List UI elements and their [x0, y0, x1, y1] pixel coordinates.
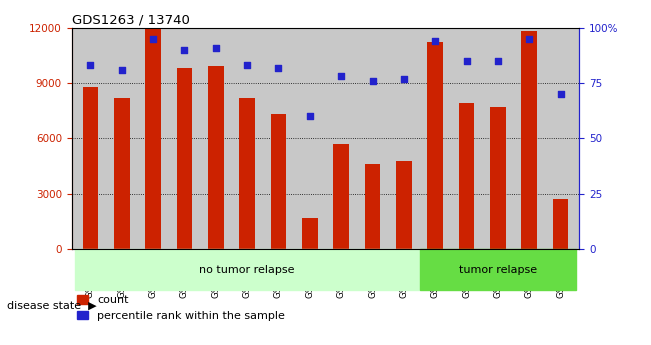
Bar: [365, 164, 380, 249]
Bar: [302, 218, 318, 249]
Point: [305, 114, 315, 119]
Text: GDS1263 / 13740: GDS1263 / 13740: [72, 13, 189, 27]
Bar: [459, 104, 475, 249]
Bar: [419, 249, 576, 290]
Bar: [490, 107, 506, 249]
Point: [117, 67, 127, 72]
Bar: [427, 42, 443, 249]
Point: [210, 45, 221, 50]
Point: [336, 73, 346, 79]
Bar: [83, 87, 98, 249]
Point: [462, 58, 472, 63]
Bar: [240, 98, 255, 249]
Text: tumor relapse: tumor relapse: [459, 265, 537, 275]
Point: [555, 91, 566, 97]
Bar: [396, 161, 411, 249]
Bar: [333, 144, 349, 249]
Point: [430, 38, 441, 44]
Bar: [176, 68, 192, 249]
Bar: [521, 31, 537, 249]
Point: [179, 47, 189, 52]
Legend: count, percentile rank within the sample: count, percentile rank within the sample: [77, 295, 285, 321]
Point: [242, 62, 253, 68]
Bar: [114, 98, 130, 249]
Bar: [208, 66, 224, 249]
Bar: [145, 28, 161, 249]
Point: [524, 36, 534, 41]
Bar: [75, 249, 419, 290]
Text: no tumor relapse: no tumor relapse: [199, 265, 295, 275]
Bar: [553, 199, 568, 249]
Bar: [271, 115, 286, 249]
Point: [398, 76, 409, 81]
Point: [367, 78, 378, 83]
Point: [273, 65, 284, 70]
Point: [85, 62, 96, 68]
Point: [148, 36, 158, 41]
Point: [493, 58, 503, 63]
Text: disease state  ▶: disease state ▶: [7, 300, 96, 310]
